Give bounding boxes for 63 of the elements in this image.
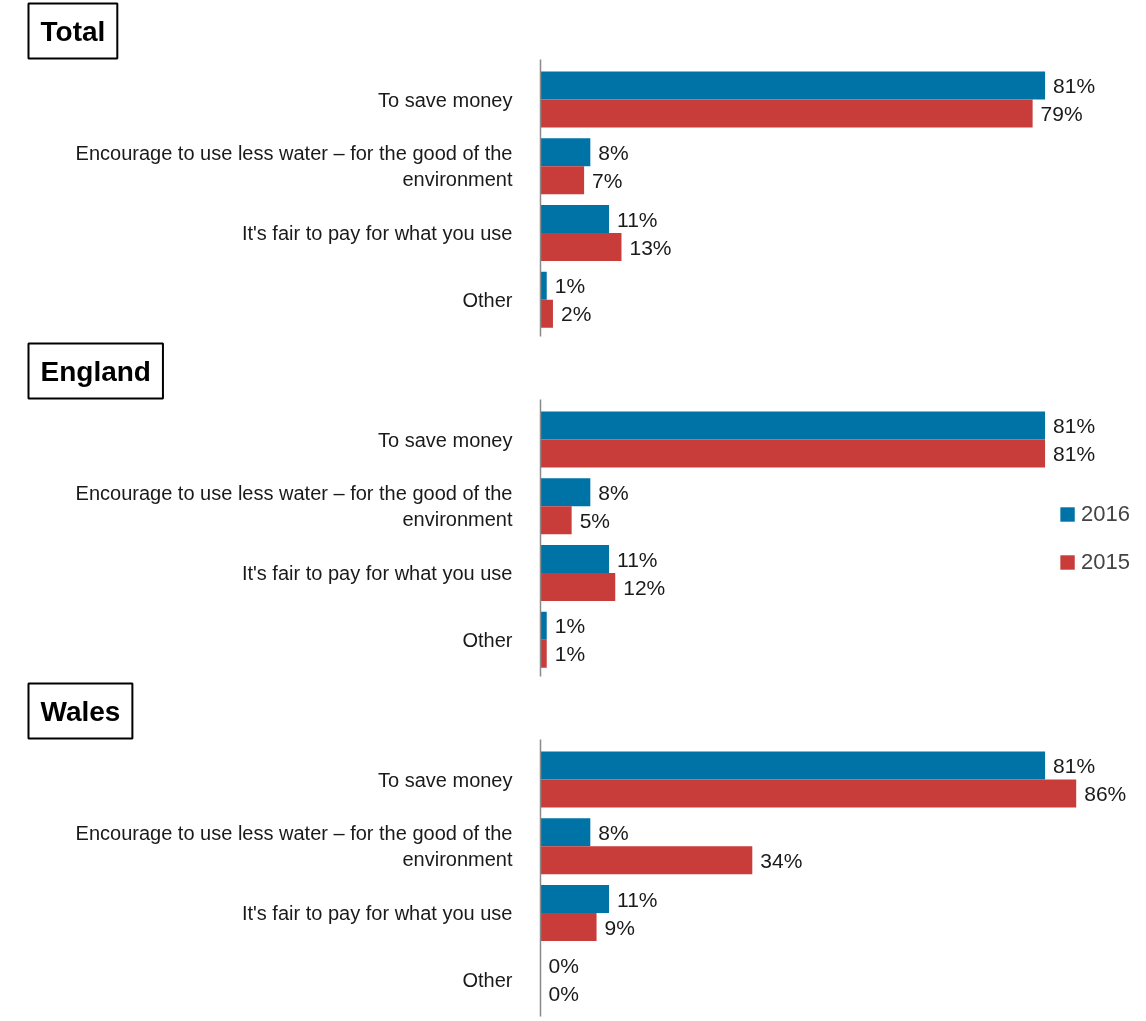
bar bbox=[540, 639, 547, 668]
data-label: 8% bbox=[598, 820, 629, 844]
bar bbox=[540, 299, 553, 328]
bar bbox=[540, 71, 1046, 100]
bar bbox=[540, 611, 547, 640]
y-tick-label: Other bbox=[462, 288, 513, 311]
bar bbox=[540, 885, 610, 914]
data-label: 12% bbox=[623, 575, 666, 599]
bar bbox=[540, 545, 610, 574]
legend-label: 2015 bbox=[1081, 548, 1130, 575]
bar bbox=[540, 138, 591, 167]
bar bbox=[540, 846, 753, 875]
data-label: 1% bbox=[554, 642, 586, 666]
bar bbox=[540, 751, 1046, 780]
data-label: 1% bbox=[554, 614, 586, 638]
data-label: 0% bbox=[548, 954, 579, 978]
bar bbox=[540, 233, 622, 262]
y-tick-label: Encourage to use less water – for the good of the environment bbox=[75, 142, 513, 191]
data-label: 9% bbox=[604, 915, 635, 939]
data-label: 81% bbox=[1053, 414, 1096, 438]
y-tick-label: Other bbox=[462, 968, 513, 991]
data-label: 81% bbox=[1053, 442, 1096, 466]
bar bbox=[540, 205, 610, 234]
bar bbox=[540, 166, 585, 195]
text: Wales bbox=[40, 695, 121, 727]
text: England bbox=[40, 355, 151, 387]
data-label: 7% bbox=[592, 168, 623, 192]
bar bbox=[540, 779, 1077, 808]
y-tick-label: Other bbox=[462, 628, 513, 651]
data-label: 2% bbox=[560, 302, 592, 326]
bar bbox=[540, 411, 1046, 440]
y-tick-label: It's fair to pay for what you use bbox=[241, 902, 513, 925]
data-label: 81% bbox=[1053, 754, 1096, 778]
data-label: 8% bbox=[598, 140, 629, 164]
data-label: 11% bbox=[617, 547, 658, 571]
data-label: 0% bbox=[548, 982, 579, 1006]
legend-label: 2016 bbox=[1081, 500, 1130, 527]
data-label: 81% bbox=[1053, 74, 1096, 98]
data-label: 11% bbox=[617, 207, 658, 231]
bar bbox=[540, 913, 597, 942]
bar bbox=[540, 99, 1033, 128]
data-label: 34% bbox=[760, 848, 803, 872]
y-tick-label: Encourage to use less water – for the good of the environment bbox=[75, 482, 513, 531]
bar bbox=[540, 573, 616, 602]
data-label: 1% bbox=[554, 274, 586, 298]
y-tick-label: Encourage to use less water – for the good of the environment bbox=[75, 822, 513, 871]
bar bbox=[540, 818, 591, 847]
text: Total bbox=[40, 15, 106, 47]
data-label: 11% bbox=[617, 887, 658, 911]
bar bbox=[540, 271, 547, 300]
bar bbox=[540, 439, 1046, 468]
bar bbox=[540, 506, 572, 535]
y-tick-label: It's fair to pay for what you use bbox=[241, 562, 513, 585]
y-tick-label: It's fair to pay for what you use bbox=[241, 222, 513, 245]
data-label: 79% bbox=[1040, 102, 1083, 126]
y-tick-label: To save money bbox=[377, 88, 513, 111]
y-tick-label: To save money bbox=[377, 428, 513, 451]
y-tick-label: To save money bbox=[377, 768, 513, 791]
data-label: 5% bbox=[579, 508, 611, 532]
data-label: 8% bbox=[598, 480, 629, 504]
data-label: 86% bbox=[1084, 782, 1127, 806]
data-label: 13% bbox=[629, 235, 672, 259]
bar bbox=[540, 478, 591, 507]
